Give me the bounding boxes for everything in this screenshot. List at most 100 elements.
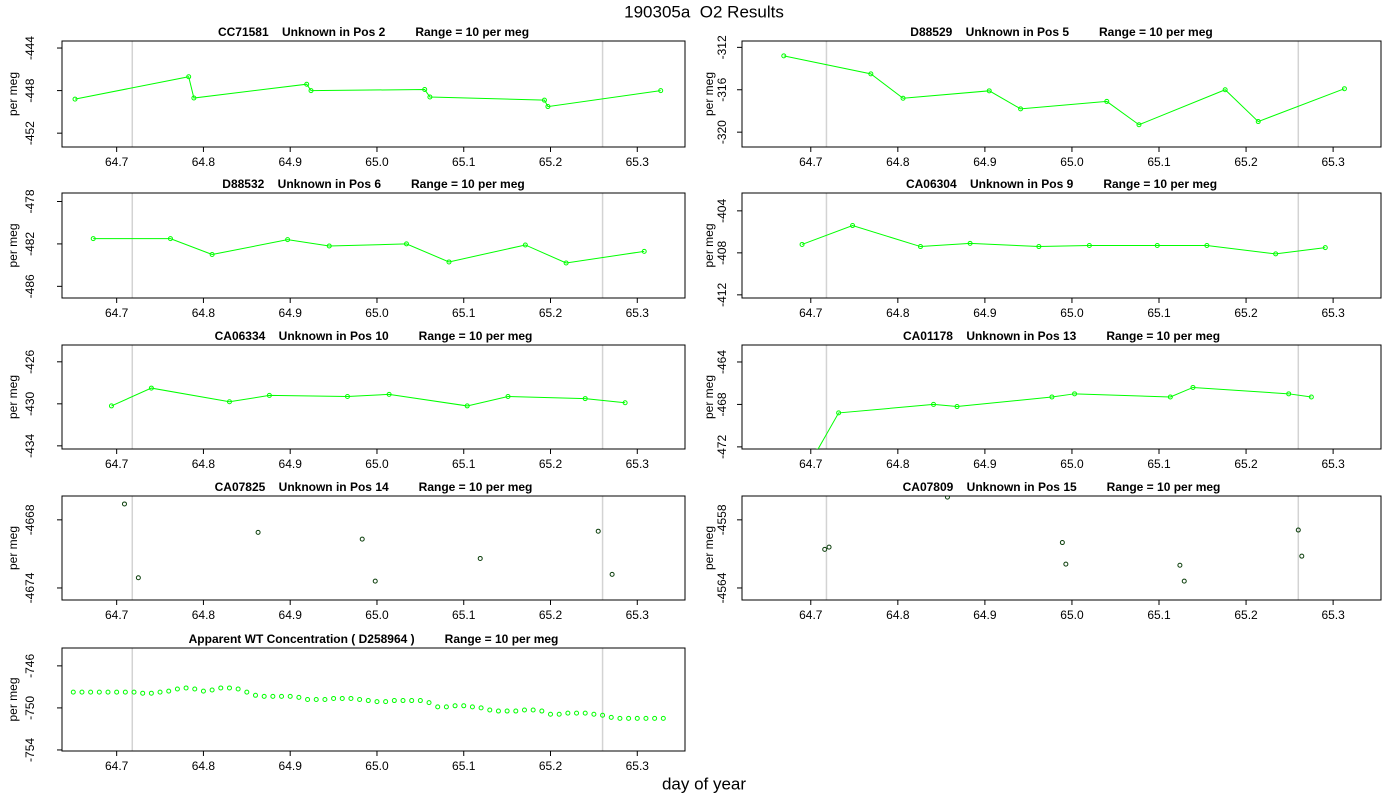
y-tick-label: -4674 [23,572,37,603]
point [296,694,302,700]
plot-frame [741,344,1382,450]
x-tick-label: 65.2 [1234,457,1258,471]
y-axis-label: per meg [6,526,20,570]
point [252,692,258,698]
y-tick-label: -430 [23,392,37,416]
x-tick-label: 65.1 [452,759,476,773]
plot-area [70,685,666,721]
point [452,703,458,709]
x-tick-label: 64.7 [799,306,823,320]
point [135,575,141,581]
point [287,693,293,699]
x-tick-label: 64.9 [279,759,303,773]
x-tick-label: 64.9 [973,306,997,320]
point [634,715,640,721]
point [513,708,519,714]
point [148,385,154,391]
plot-area [799,223,1328,257]
point [1049,394,1055,400]
point [417,698,423,704]
page-title: 190305a O2 Results [624,2,784,21]
y-tick-label: -472 [715,435,729,459]
y-tick-label: -468 [715,392,729,416]
x-tick-label: 65.1 [452,457,476,471]
point [595,528,601,534]
point [72,96,78,102]
point [446,259,452,265]
point [88,689,94,695]
point [1154,243,1160,248]
x-tick-label: 65.0 [365,155,389,169]
point [477,555,483,561]
series-line [817,386,1312,449]
x-tick-label: 65.2 [1234,306,1258,320]
plot-frame [741,495,1382,601]
point [582,396,588,402]
y-tick-label: -312 [715,35,729,59]
x-tick-label: 65.1 [452,306,476,320]
point [166,688,172,694]
point [200,688,206,694]
x-tick-label: 65.2 [1234,155,1258,169]
point [90,236,96,242]
x-tick-label: 64.9 [279,457,303,471]
point [244,689,250,695]
point [1299,553,1305,559]
point [1063,561,1069,567]
x-tick-label: 65.0 [1060,155,1084,169]
x-tick-label: 65.3 [1321,457,1345,471]
point [822,546,828,552]
point [1222,87,1228,93]
point [461,703,467,709]
point [1341,86,1347,92]
point [114,689,120,695]
panel-title: D88532 Unknown in Pos 6 Range = 10 per m… [222,177,524,191]
point [954,404,960,410]
point [386,391,392,397]
y-tick-label: -434 [23,434,37,458]
point [574,710,580,716]
point [582,710,588,716]
point [339,695,345,701]
y-tick-label: -486 [23,274,37,298]
panel-title: CA07825 Unknown in Pos 14 Range = 10 per… [215,480,533,494]
point [374,699,380,705]
point [209,252,215,258]
point [1086,243,1092,248]
point [495,708,501,714]
y-tick-label: -412 [715,283,729,307]
plot-frame [741,40,1382,148]
plot-frame [61,647,686,752]
plot-area [72,74,664,110]
x-tick-label: 64.8 [886,306,910,320]
point [305,697,311,702]
point [308,88,314,94]
point [403,241,409,247]
x-tick-label: 65.3 [1321,608,1345,622]
y-axis-label: per meg [702,526,716,570]
point [105,689,111,695]
x-tick-label: 64.7 [799,457,823,471]
point [608,714,614,720]
x-tick-label: 65.0 [1060,306,1084,320]
x-tick-label: 64.8 [192,306,216,320]
plot-frame [61,344,686,450]
x-tick-label: 65.0 [365,608,389,622]
point [900,95,906,101]
point [530,707,536,713]
point [348,695,354,701]
x-tick-label: 64.8 [192,155,216,169]
y-axis-label: per meg [702,72,716,116]
plot-frame [61,40,686,148]
y-tick-label: -746 [23,654,37,678]
y-axis-label: per meg [702,223,716,267]
y-axis-label: per meg [6,223,20,267]
panel-title: CA01178 Unknown in Pos 13 Range = 10 per… [903,329,1220,343]
point [191,95,197,101]
x-tick-label: 64.9 [973,457,997,471]
point [131,689,137,695]
point [174,686,180,692]
point [427,94,433,100]
x-tick-label: 65.3 [626,306,650,320]
